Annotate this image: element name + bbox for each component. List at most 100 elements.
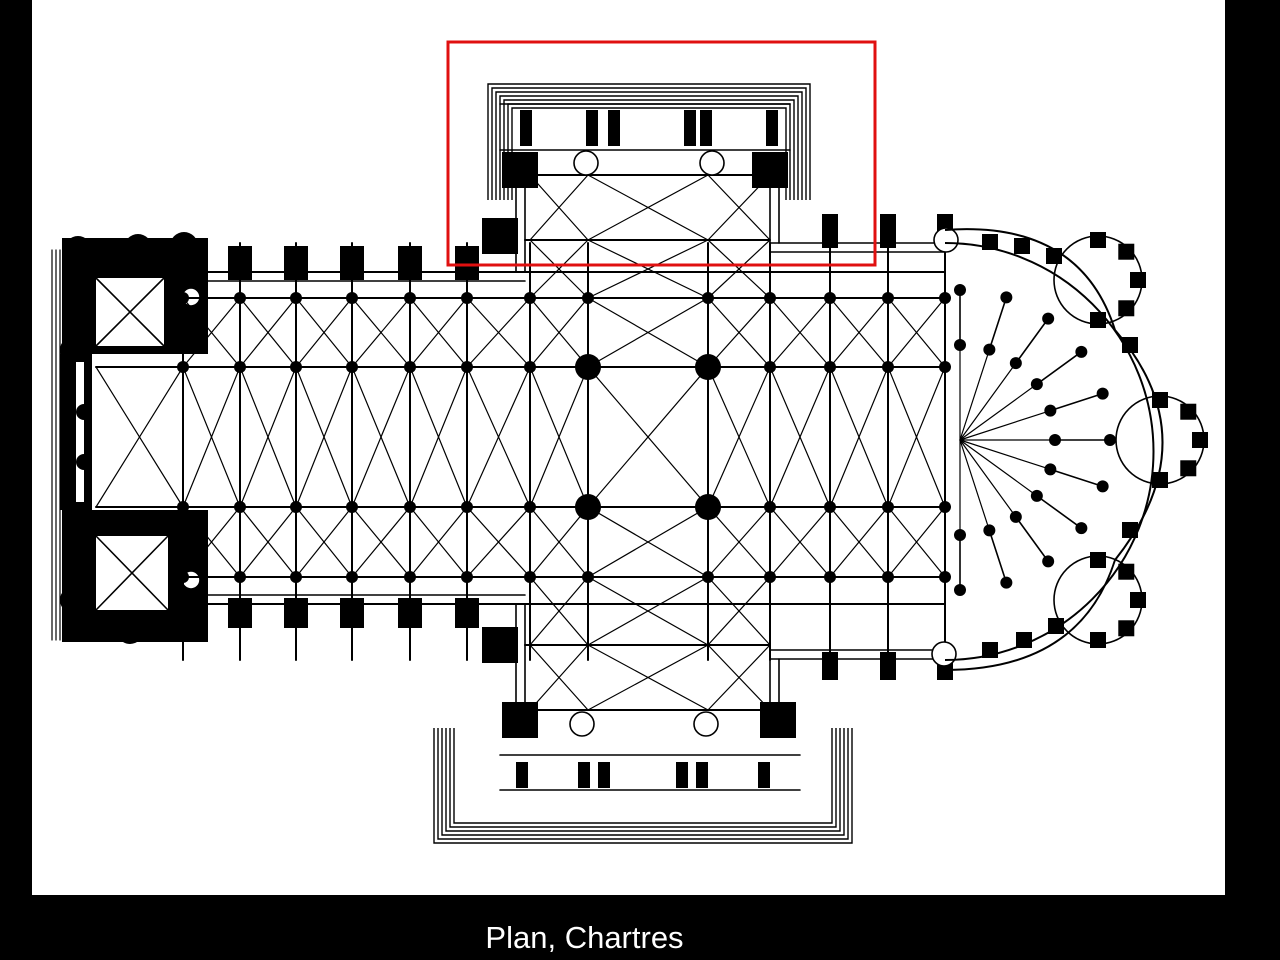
buttress (228, 598, 252, 628)
stair-turret (933, 227, 959, 253)
slide-panel (32, 0, 1225, 895)
buttress (822, 214, 838, 248)
nave-pier (234, 571, 246, 583)
porch-column (578, 762, 590, 788)
nave-pier (234, 361, 246, 373)
nave-pier (177, 501, 189, 513)
porch-column (758, 762, 770, 788)
buttress (455, 598, 479, 628)
ambulatory-pier (1030, 378, 1043, 391)
stair-turret (931, 641, 957, 667)
chapel-buttress (1130, 272, 1146, 288)
chapel-buttress (1180, 403, 1197, 420)
nave-pier (524, 292, 536, 304)
buttress (822, 652, 838, 680)
nave-pier (404, 292, 416, 304)
nave-pier (702, 571, 714, 583)
chapel-buttress (1090, 312, 1106, 328)
buttress (228, 246, 252, 280)
nave-pier (346, 501, 358, 513)
nave-pier (764, 292, 776, 304)
porch-column (684, 110, 696, 146)
nave-pier (461, 361, 473, 373)
nave-pier (764, 361, 776, 373)
nave-pier (177, 361, 189, 373)
buttress (340, 598, 364, 628)
crossing-pier (695, 354, 721, 380)
nave-pier (346, 361, 358, 373)
nave-pier (290, 571, 302, 583)
ambulatory-pier (1096, 480, 1109, 493)
nave-pier (346, 571, 358, 583)
nave-pier (882, 571, 894, 583)
porch-column (516, 762, 528, 788)
porch-column (696, 762, 708, 788)
nave-pier (702, 292, 714, 304)
apse-buttress (1122, 522, 1138, 538)
apse-buttress (1122, 337, 1138, 353)
buttress (340, 246, 364, 280)
slide-caption: Plan, Chartres (485, 920, 684, 955)
ambulatory-pier (1104, 434, 1116, 446)
buttress (171, 598, 195, 628)
nave-pier (824, 361, 836, 373)
transept-pier (482, 627, 518, 663)
apse-buttress (1046, 248, 1062, 264)
apse-buttress (982, 234, 998, 250)
nave-pier (824, 571, 836, 583)
ambulatory-pier (1049, 434, 1061, 446)
transept-pier (502, 702, 538, 738)
chapel-buttress (1118, 243, 1135, 260)
nave-pier (524, 361, 536, 373)
nave-pier (939, 571, 951, 583)
nave-pier (824, 292, 836, 304)
cathedral-floor-plan (51, 40, 1208, 844)
nave-pier (461, 501, 473, 513)
chapel-buttress (1130, 592, 1146, 608)
buttress (880, 214, 896, 248)
transept-pier (482, 218, 518, 254)
chapel-buttress (1180, 460, 1197, 477)
nave-pier (404, 501, 416, 513)
apse-buttress (1016, 632, 1032, 648)
porch-column (676, 762, 688, 788)
apse-inner-wall (944, 242, 1155, 661)
porch-column (700, 110, 712, 146)
ambulatory-pier (1075, 522, 1088, 535)
ambulatory-pier (954, 584, 966, 596)
ambulatory-pier (1030, 489, 1043, 502)
ambulatory-pier (1042, 312, 1055, 325)
stair-turret (699, 150, 725, 176)
nave-pier (177, 571, 189, 583)
apse-and-chapels (944, 228, 1208, 671)
chapel-buttress (1152, 392, 1168, 408)
ambulatory-pier (1000, 291, 1013, 304)
ambulatory-pier (1075, 345, 1088, 358)
nave-pier (177, 292, 189, 304)
nave-pier (461, 571, 473, 583)
transept-pier (760, 702, 796, 738)
nave-pier (290, 501, 302, 513)
nave-pier (939, 361, 951, 373)
highlight-box-north-transept (446, 40, 877, 267)
nave-pier (461, 292, 473, 304)
transept-pier (502, 152, 538, 188)
chapel-buttress (1152, 472, 1168, 488)
nave-pier (234, 292, 246, 304)
apse-buttress (1014, 238, 1030, 254)
buttress (171, 246, 195, 280)
nave-pier (290, 292, 302, 304)
buttress (398, 598, 422, 628)
apse-buttress (982, 642, 998, 658)
nave-pier (290, 361, 302, 373)
nave-pier (404, 361, 416, 373)
apse-buttress (1048, 618, 1064, 634)
nave-pier (346, 292, 358, 304)
chapel-buttress (1118, 300, 1135, 317)
nave-pier (582, 571, 594, 583)
nave-pier (939, 292, 951, 304)
chapel-buttress (1118, 620, 1135, 637)
ambulatory-pier (983, 524, 996, 537)
piers (171, 150, 959, 738)
nave-pier (882, 501, 894, 513)
